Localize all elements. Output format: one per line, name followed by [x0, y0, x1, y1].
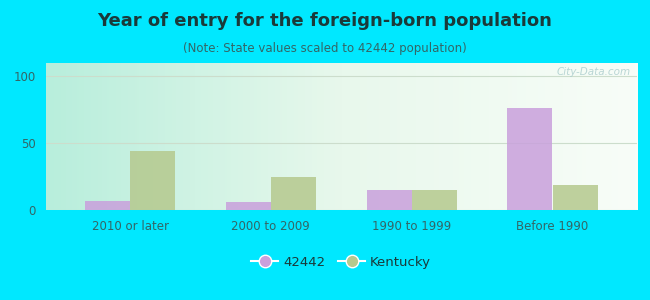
Bar: [85, 201, 130, 210]
Bar: [367, 190, 411, 210]
Legend: 42442, Kentucky: 42442, Kentucky: [246, 250, 436, 274]
Bar: [411, 190, 457, 210]
Text: (Note: State values scaled to 42442 population): (Note: State values scaled to 42442 popu…: [183, 42, 467, 55]
Text: City-Data.com: City-Data.com: [557, 68, 631, 77]
Bar: [552, 184, 597, 210]
Bar: [271, 177, 316, 210]
Bar: [508, 108, 552, 210]
Bar: [226, 202, 271, 210]
Text: Year of entry for the foreign-born population: Year of entry for the foreign-born popul…: [98, 12, 552, 30]
Bar: [130, 151, 175, 210]
